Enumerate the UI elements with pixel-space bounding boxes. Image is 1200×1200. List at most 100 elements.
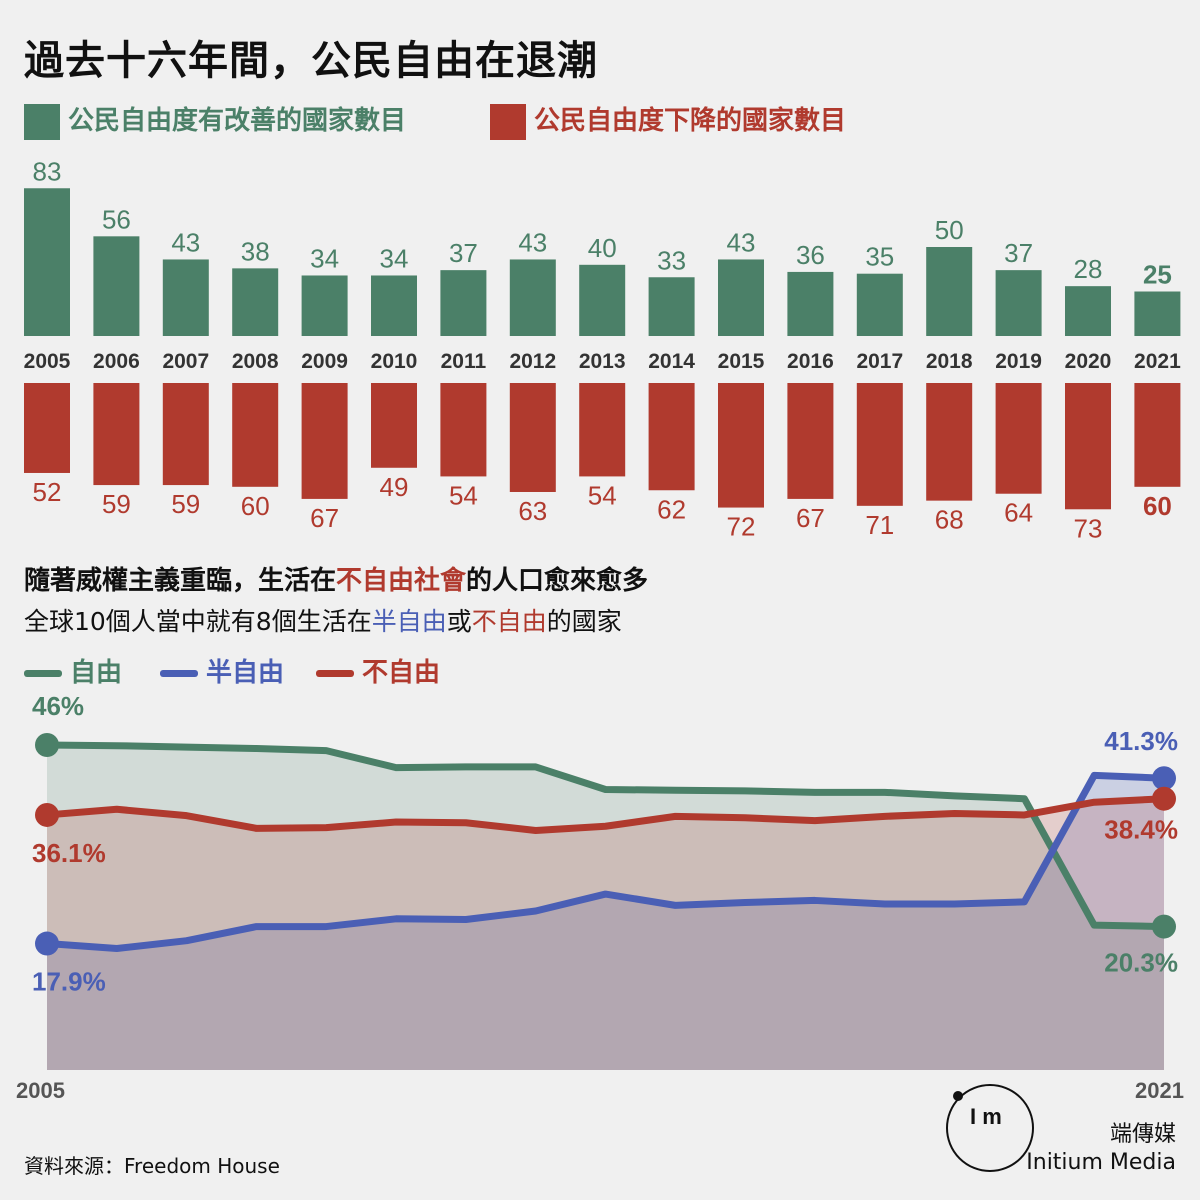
area-chart: 46% 20.3% 17.9% 41.3% 36.1% 38.4% 2005 2021 xyxy=(16,691,1184,1100)
year-label-2008: 2008 xyxy=(232,350,279,373)
bar-improved-2014 xyxy=(648,277,695,336)
legend-notfree-label: 不自由 xyxy=(362,658,441,688)
bar-declined-2013 xyxy=(579,383,626,477)
bar-declined-2021 xyxy=(1134,383,1181,487)
brand-name-en: Initium Media xyxy=(1026,1150,1176,1175)
bar-improved-2019 xyxy=(995,270,1042,336)
subtitle-line2: 全球10個人當中就有8個生活在半自由或不自由的國家 xyxy=(24,602,622,638)
bar-declined-value-2012: 63 xyxy=(518,496,547,526)
subtitle-line2-notfree: 不自由 xyxy=(471,607,547,636)
bar-improved-2005 xyxy=(24,188,70,336)
bar-improved-value-2016: 36 xyxy=(796,240,825,270)
subtitle-line2-semi: 半自由 xyxy=(371,607,447,636)
legend-semi: 半自由 xyxy=(160,652,284,689)
legend-semi-label: 半自由 xyxy=(206,658,285,688)
bar-declined-value-2010: 49 xyxy=(380,472,409,502)
legend-swatch-red xyxy=(490,103,526,140)
dot-end-notfree xyxy=(1152,786,1176,811)
year-label-2007: 2007 xyxy=(162,350,209,373)
x-label-end: 2021 xyxy=(1135,1078,1184,1100)
bar-declined-value-2014: 62 xyxy=(657,494,686,524)
legend-swatch-green xyxy=(24,103,60,140)
page-title: 過去十六年間，公民自由在退潮 xyxy=(24,38,598,84)
bar-declined-value-2008: 60 xyxy=(241,491,270,521)
bar-improved-value-2010: 34 xyxy=(380,243,409,273)
bar-declined-value-2013: 54 xyxy=(588,480,617,510)
bar-declined-value-2018: 68 xyxy=(935,505,964,535)
bar-declined-2014 xyxy=(648,383,695,491)
legend-free-label: 自由 xyxy=(70,658,123,688)
bar-declined-value-2017: 71 xyxy=(865,510,894,540)
bar-improved-2006 xyxy=(93,236,140,336)
logo-dot xyxy=(953,1091,963,1101)
bar-declined-2006 xyxy=(93,383,140,486)
year-label-2005: 2005 xyxy=(24,350,71,373)
bar-declined-2011 xyxy=(440,383,487,477)
bar-improved-2018 xyxy=(926,247,973,336)
bar-declined-2019 xyxy=(995,383,1042,494)
bar-chart: 83 56 43 38 34 34 37 43 40 33 43 36 35 50 37 28 25 2005 2… xyxy=(24,156,1181,543)
label-start-free: 46% xyxy=(32,691,84,721)
legend-notfree: 不自由 xyxy=(316,652,440,689)
dot-end-free xyxy=(1152,914,1176,939)
subtitle-line2-mid: 或 xyxy=(446,607,472,636)
bar-declined-value-2005: 52 xyxy=(33,477,62,507)
label-end-semi: 41.3% xyxy=(1104,726,1178,756)
bar-improved-2012 xyxy=(509,259,556,336)
bar-declined-2017 xyxy=(856,383,903,506)
bar-improved-value-2005: 83 xyxy=(33,156,62,186)
bar-improved-value-2008: 38 xyxy=(241,236,270,266)
year-label-2010: 2010 xyxy=(371,350,418,373)
bar-declined-value-2020: 73 xyxy=(1074,513,1103,543)
legend-notfree-swatch xyxy=(316,670,354,677)
dot-start-notfree xyxy=(35,802,59,827)
subtitle-line1-post: 的人口愈來愈多 xyxy=(466,566,649,596)
bar-improved-value-2011: 37 xyxy=(449,238,478,268)
bar-improved-2007 xyxy=(162,259,209,336)
bar-improved-2016 xyxy=(787,271,834,336)
label-start-semi: 17.9% xyxy=(32,967,106,997)
source-note: 資料來源：Freedom House xyxy=(24,1154,280,1178)
bar-improved-value-2013: 40 xyxy=(588,233,617,263)
bar-declined-2005 xyxy=(24,383,70,473)
bar-improved-value-2009: 34 xyxy=(310,243,339,273)
logo-mark: I m xyxy=(970,1104,1002,1129)
bar-improved-2011 xyxy=(440,270,487,336)
bar-improved-value-2012: 43 xyxy=(518,227,547,257)
area-fill-notfree xyxy=(47,798,1164,1070)
bar-declined-value-2021: 60 xyxy=(1143,491,1172,521)
legend-semi-swatch xyxy=(160,670,198,677)
year-label-2015: 2015 xyxy=(718,350,765,373)
year-label-2012: 2012 xyxy=(509,350,556,373)
year-label-2011: 2011 xyxy=(441,350,487,373)
line-semi xyxy=(43,771,1168,952)
bar-declined-2009 xyxy=(301,383,348,499)
year-label-2018: 2018 xyxy=(926,350,973,373)
year-label-2020: 2020 xyxy=(1065,350,1112,373)
bar-improved-2010 xyxy=(371,275,417,336)
initium-logo: I m xyxy=(946,1084,1034,1172)
year-label-2014: 2014 xyxy=(648,350,695,373)
label-end-free: 20.3% xyxy=(1104,948,1178,978)
subtitle-line2-post: 的國家 xyxy=(546,607,622,636)
area-fill-semi xyxy=(47,775,1164,1070)
year-label-2019: 2019 xyxy=(995,350,1042,373)
dot-end-semi xyxy=(1152,766,1176,791)
bar-declined-value-2011: 54 xyxy=(449,480,478,510)
year-label-2021: 2021 xyxy=(1134,350,1181,373)
bar-declined-value-2019: 64 xyxy=(1004,498,1033,528)
bar-improved-2020 xyxy=(1065,286,1111,336)
legend-declined: 公民自由度下降的國家數目 xyxy=(490,100,846,140)
dot-start-semi xyxy=(35,931,59,956)
bar-declined-value-2009: 67 xyxy=(310,503,339,533)
bar-declined-2012 xyxy=(509,383,556,492)
bar-improved-value-2015: 43 xyxy=(727,227,756,257)
bar-declined-value-2006: 59 xyxy=(102,489,131,519)
label-end-notfree: 38.4% xyxy=(1104,815,1178,845)
subtitle-line1-pre: 隨著威權主義重臨，生活在 xyxy=(24,566,337,596)
bar-improved-2017 xyxy=(856,273,903,336)
year-label-2006: 2006 xyxy=(93,350,140,373)
legend-improved-label: 公民自由度有改善的國家數目 xyxy=(68,106,407,136)
bar-improved-2008 xyxy=(232,268,279,336)
year-label-2016: 2016 xyxy=(787,350,834,373)
